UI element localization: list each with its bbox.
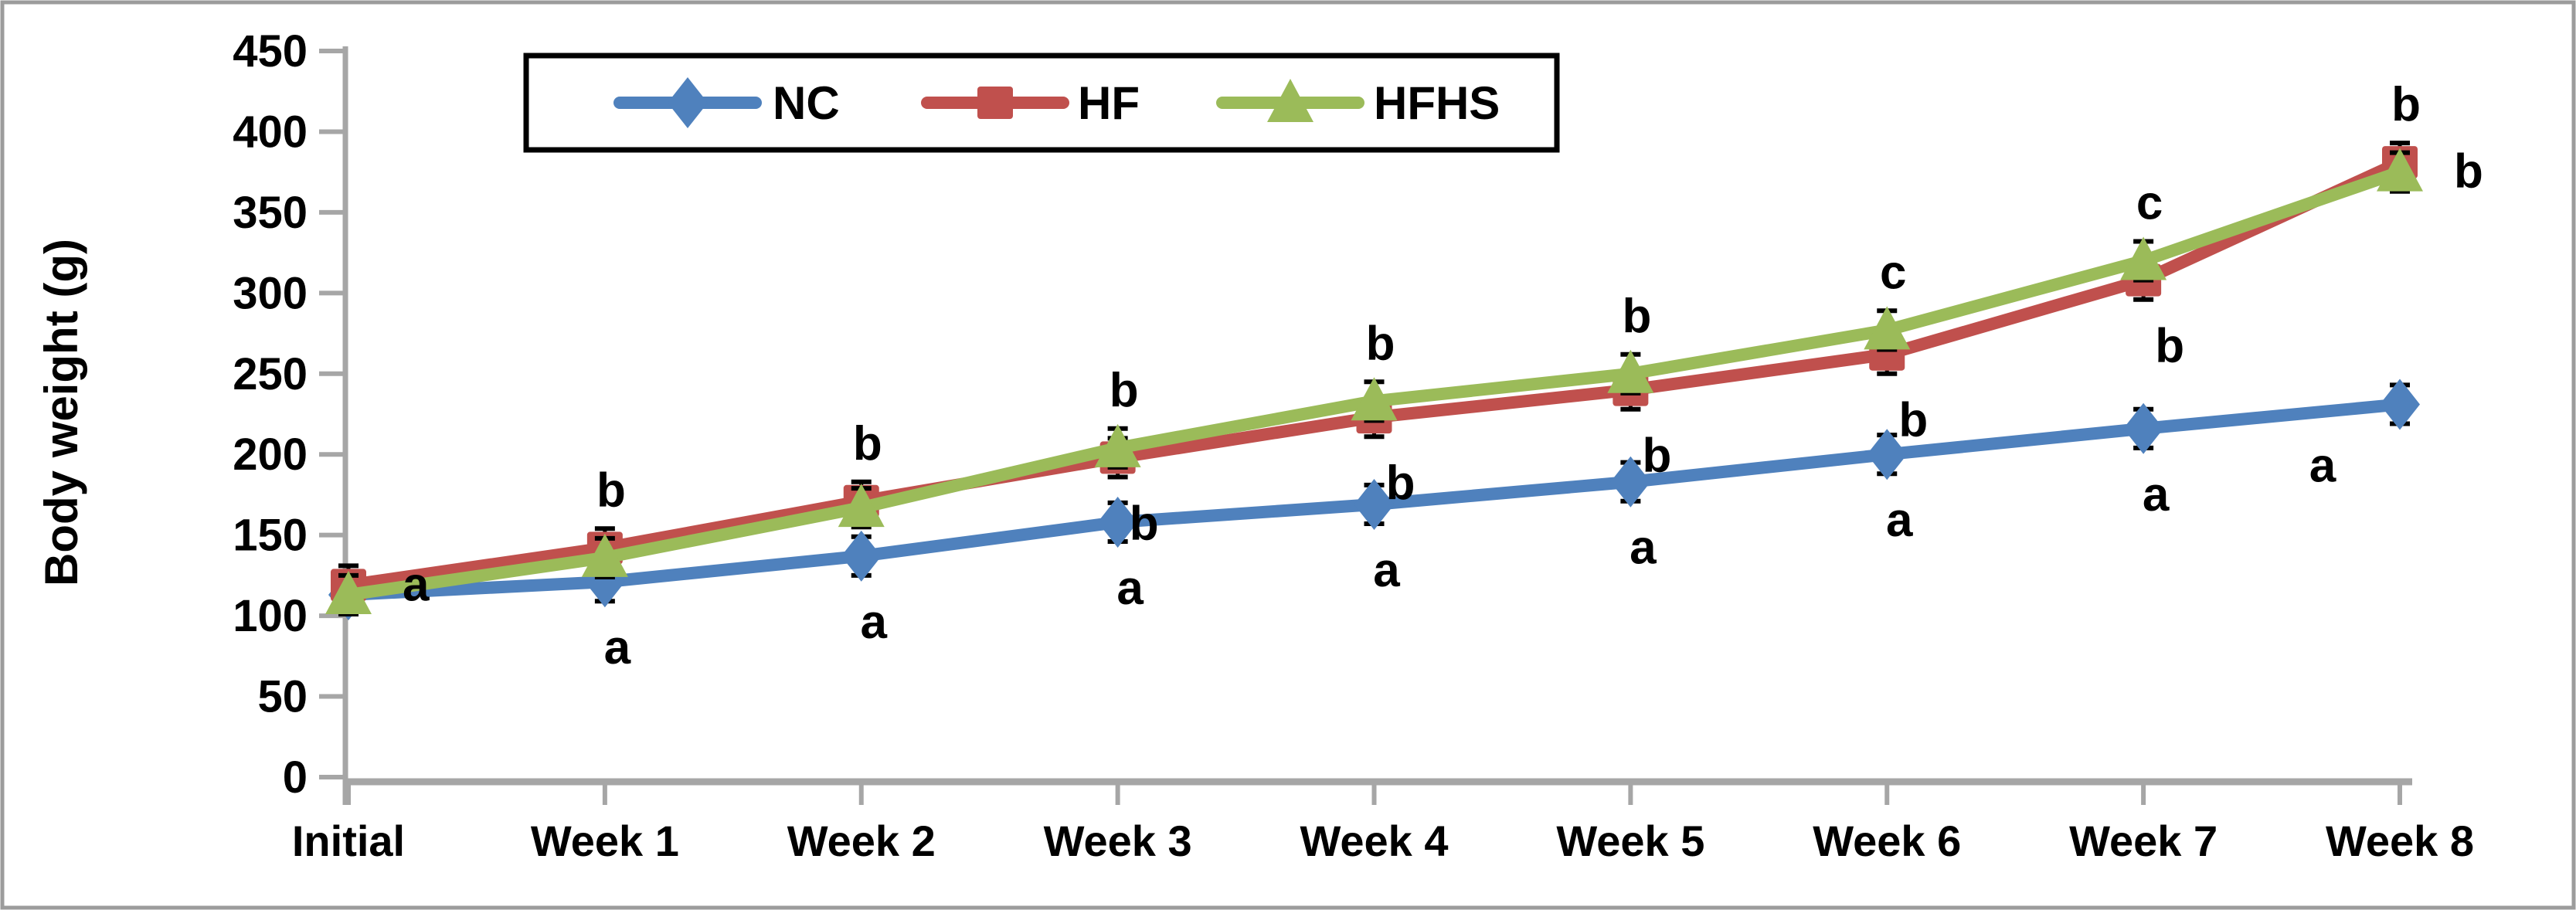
significance-letter: b [1110, 364, 1139, 417]
series-HFHS [325, 148, 2423, 617]
data-point-HFHS-Initial [325, 570, 372, 614]
y-tick-label: 100 [233, 591, 308, 641]
legend-entry-HF: HF [921, 77, 1140, 129]
significance-letter: b [853, 417, 882, 470]
x-tick-label: Week 5 [1556, 817, 1704, 865]
y-tick-label: 350 [233, 188, 308, 238]
data-point-HFHS-Week-2 [838, 484, 885, 528]
legend: NC HF HFHS [523, 53, 1560, 153]
data-point-NC-Week-8 [2380, 379, 2420, 430]
data-point-NC-Week-2 [841, 530, 882, 582]
x-tick-label: Week 6 [1813, 817, 1961, 865]
data-point-HFHS-Week-3 [1094, 423, 1141, 467]
y-tick-label: 200 [233, 430, 308, 480]
significance-letter: a [1116, 562, 1144, 615]
data-point-HFHS-Week-8 [2377, 148, 2423, 192]
y-tick-label: 150 [233, 511, 308, 561]
x-tick-label: Week 8 [2326, 817, 2474, 865]
significance-letter: a [1886, 494, 1913, 547]
data-point-NC-Week-3 [1097, 496, 1138, 548]
significance-letter: c [2136, 177, 2163, 230]
data-point-NC-Week-6 [1867, 429, 1908, 480]
x-tick-label: Initial [292, 817, 405, 865]
series-layer [325, 141, 2423, 620]
x-tick-label: Week 7 [2069, 817, 2217, 865]
significance-letter: b [1622, 290, 1651, 343]
significance-letter: b [2454, 145, 2483, 199]
y-axis-tick-labels: 450 400 350 300 250 200 150 100 50 0 [233, 26, 308, 803]
x-tick-label: Week 2 [787, 817, 936, 865]
significance-letter: a [2143, 468, 2170, 521]
x-tick-label: Week 4 [1300, 817, 1449, 865]
significance-letter: b [1130, 497, 1159, 550]
y-tick-label: 250 [233, 349, 308, 399]
axes [319, 46, 2412, 805]
legend-label-HF: HF [1078, 77, 1140, 129]
data-point-HFHS-Week-1 [581, 533, 628, 577]
legend-marker-NC [668, 77, 708, 128]
legend-label-HFHS: HFHS [1374, 77, 1500, 129]
significance-letter: b [1898, 394, 1928, 447]
data-point-NC-Week-4 [1354, 478, 1395, 530]
data-point-HFHS-Week-7 [2120, 236, 2167, 280]
significance-letter: b [2155, 320, 2184, 373]
data-point-NC-Week-5 [1610, 456, 1651, 508]
significance-letter: b [1642, 430, 1671, 483]
significance-letter: a [1373, 544, 1400, 597]
y-axis-title: Body weight (g) [36, 239, 87, 586]
legend-entry-NC: NC [613, 77, 840, 129]
data-point-HFHS-Week-4 [1351, 377, 1398, 421]
legend-entry-HFHS: HFHS [1216, 77, 1500, 129]
significance-letter: b [1366, 317, 1395, 370]
legend-marker-HFHS [1267, 79, 1313, 122]
data-point-HFHS-Week-5 [1607, 349, 1654, 393]
y-tick-label: 400 [233, 107, 308, 157]
y-tick-label: 300 [233, 268, 308, 318]
legend-marker-HF [977, 87, 1013, 119]
x-axis-tick-labels: Initial Week 1 Week 2 Week 3 Week 4 Week 5 Wee… [292, 817, 2474, 865]
significance-letter: a [403, 558, 430, 611]
y-tick-label: 0 [283, 752, 308, 803]
significance-letter: a [2309, 439, 2336, 492]
significance-letter: b [1386, 457, 1415, 510]
significance-letter: a [861, 596, 888, 649]
data-point-NC-Week-7 [2123, 402, 2164, 454]
significance-letter: a [1630, 521, 1657, 575]
significance-letter: c [1880, 246, 1906, 299]
significance-letter: b [596, 463, 626, 517]
legend-label-NC: NC [773, 77, 840, 129]
data-point-HFHS-Week-6 [1864, 306, 1911, 350]
y-tick-label: 50 [257, 672, 308, 722]
y-tick-label: 450 [233, 26, 308, 76]
significance-letter: b [2391, 78, 2421, 131]
significance-letter: a [604, 621, 631, 674]
x-tick-label: Week 3 [1044, 817, 1192, 865]
x-tick-label: Week 1 [531, 817, 679, 865]
